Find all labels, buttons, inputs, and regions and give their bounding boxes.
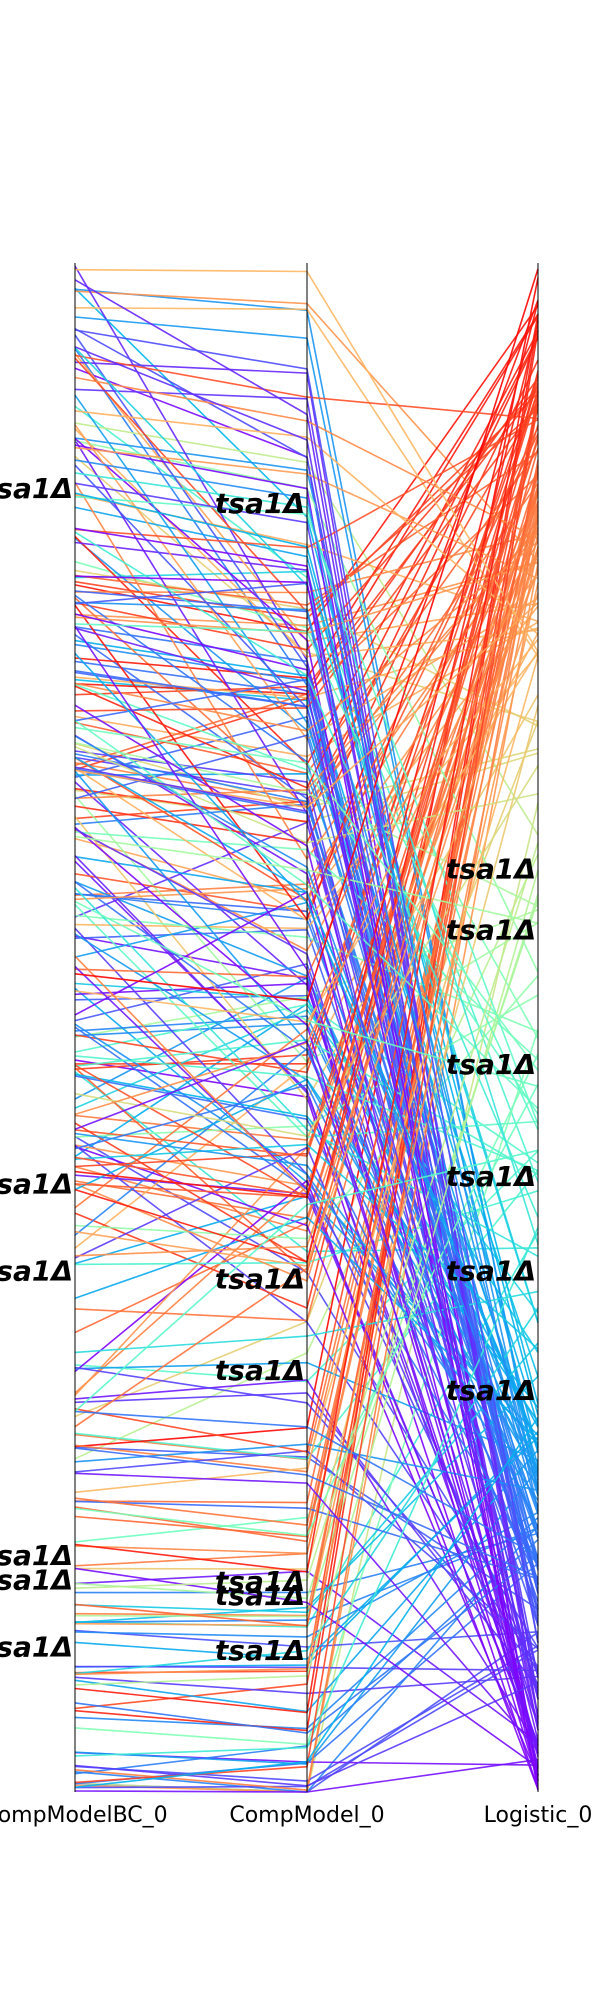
highlight-label: tsa1Δ xyxy=(215,1579,305,1612)
highlight-label: tsa1Δ xyxy=(215,1262,305,1295)
highlight-label: tsa1Δ xyxy=(0,1168,73,1201)
highlight-label: tsa1Δ xyxy=(446,1255,536,1288)
highlight-label: tsa1Δ xyxy=(446,914,536,947)
highlight-labels-layer: tsa1Δtsa1Δtsa1Δtsa1Δtsa1Δtsa1Δtsa1Δtsa1Δ… xyxy=(0,472,536,1667)
axis-name-label: CompModel_0 xyxy=(229,1803,384,1828)
highlight-label: tsa1Δ xyxy=(446,853,536,886)
axis-name-label: CompModelBC_0 xyxy=(0,1803,168,1828)
axes-layer xyxy=(74,263,539,1792)
highlight-label: tsa1Δ xyxy=(215,487,305,520)
highlight-label: tsa1Δ xyxy=(0,1539,73,1572)
highlight-label: tsa1Δ xyxy=(215,1354,305,1387)
axis-name-label: Logistic_0 xyxy=(484,1803,593,1828)
highlight-label: tsa1Δ xyxy=(215,1634,305,1667)
highlight-label: tsa1Δ xyxy=(215,1565,305,1598)
highlight-label: tsa1Δ xyxy=(0,1564,73,1597)
highlight-label: tsa1Δ xyxy=(446,1048,536,1081)
axis-names-layer: CompModelBC_0 CompModel_0 Logistic_0 xyxy=(0,1803,592,1828)
highlight-label: tsa1Δ xyxy=(446,1160,536,1193)
highlight-label: tsa1Δ xyxy=(0,1255,73,1288)
highlight-label: tsa1Δ xyxy=(0,472,73,505)
highlight-label: tsa1Δ xyxy=(0,1631,73,1664)
highlight-label: tsa1Δ xyxy=(446,1374,536,1407)
